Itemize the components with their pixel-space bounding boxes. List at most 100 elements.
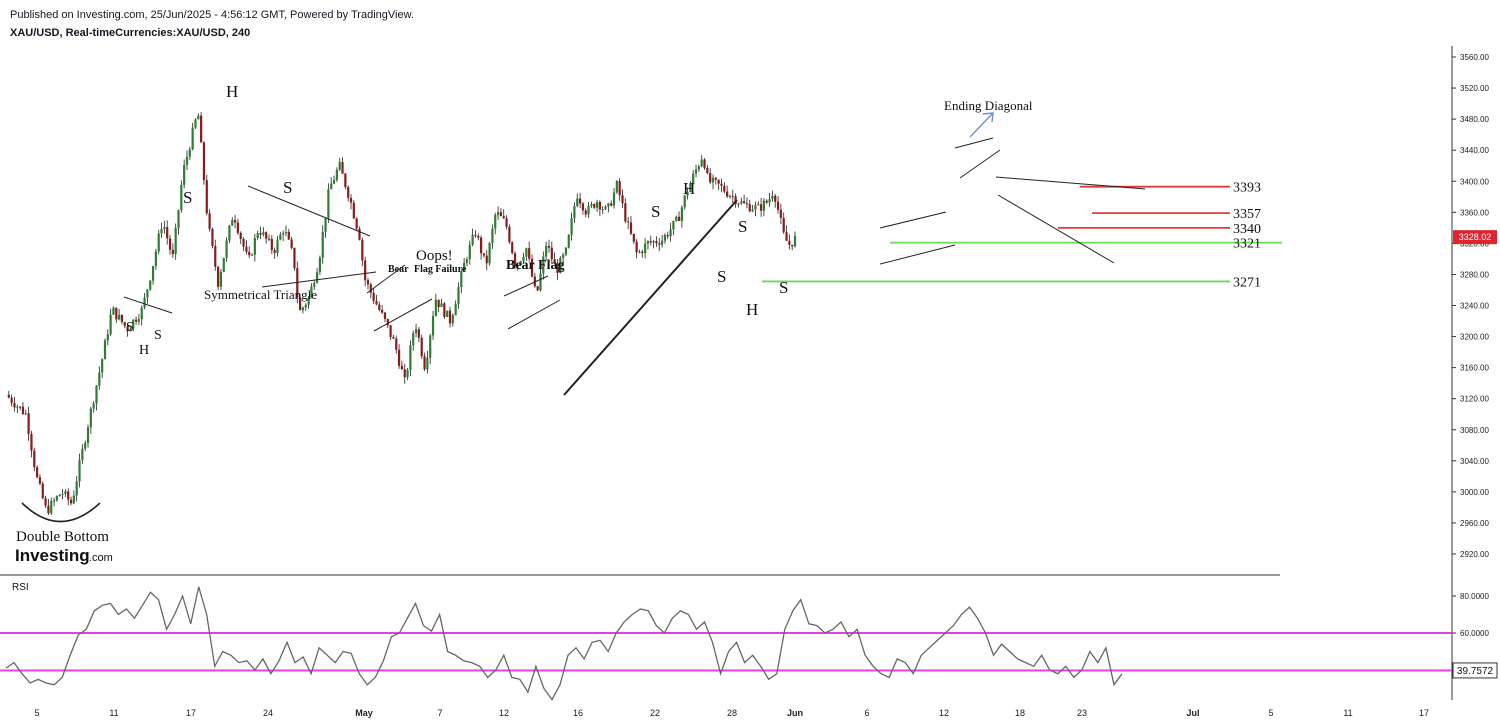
candle-body	[188, 149, 191, 157]
candle-body	[378, 304, 381, 310]
candle-body	[768, 199, 771, 203]
candle-body	[573, 206, 576, 219]
candle-body	[375, 300, 378, 305]
candle-body	[10, 397, 13, 404]
candle-body	[67, 491, 70, 500]
bear-flag-label: Bear Flag	[506, 258, 564, 273]
candle-body	[248, 251, 251, 256]
price-tick-label: 3160.00	[1460, 364, 1489, 373]
candle-body	[553, 259, 556, 264]
candle-body	[496, 212, 500, 215]
price-tick-label: 3280.00	[1460, 270, 1489, 279]
candle-body	[197, 115, 200, 120]
candle-body	[414, 329, 418, 334]
time-tick-label: 11	[1343, 708, 1352, 718]
hs4-left-s: S	[717, 267, 726, 286]
ending-diagonal-top	[995, 176, 1146, 190]
candle-body	[590, 204, 593, 206]
candle-body	[632, 233, 635, 242]
candle-body	[315, 272, 319, 283]
candle-body	[440, 303, 443, 307]
candle-body	[123, 322, 126, 326]
candle-body	[217, 266, 220, 287]
time-tick-label: 5	[34, 708, 39, 718]
candle-body	[392, 336, 395, 339]
candle-body	[120, 314, 124, 323]
price-tick-label: 3240.00	[1460, 302, 1489, 311]
rsi-title: RSI	[12, 582, 29, 593]
hs2-left-s: S	[183, 188, 192, 207]
candle-body	[482, 253, 486, 256]
candle-body	[250, 254, 254, 256]
candle-body	[44, 498, 47, 506]
price-tick-label: 3520.00	[1460, 84, 1489, 93]
price-tick-label: 3000.00	[1460, 488, 1489, 497]
candle-body	[570, 218, 573, 236]
candle-body	[607, 203, 610, 207]
candle-body	[457, 287, 460, 304]
candle-body	[106, 334, 109, 341]
candle-body	[61, 493, 64, 495]
candle-body	[683, 195, 686, 208]
price-tick-label: 3360.00	[1460, 208, 1489, 217]
candle-body	[771, 195, 774, 200]
candle-body	[743, 201, 746, 204]
candle-body	[754, 205, 757, 210]
candle-body	[149, 280, 152, 290]
candle-body	[185, 156, 189, 165]
candle-body	[30, 434, 33, 451]
last-price-tag: 3328.02	[1453, 230, 1497, 245]
candle-body	[757, 204, 760, 206]
published-line: Published on Investing.com, 25/Jun/2025 …	[10, 9, 414, 21]
candle-body	[562, 254, 565, 258]
candle-body	[273, 250, 276, 253]
candle-body	[454, 303, 457, 316]
candle-body	[485, 255, 488, 264]
candle-body	[157, 233, 160, 252]
candle-body	[64, 491, 67, 494]
hs2-right-s: S	[283, 178, 292, 197]
annotations: Double Bottom S H S S H S Symmetrical Tr…	[16, 82, 1033, 545]
candle-body	[293, 247, 296, 269]
candle-body	[313, 282, 316, 287]
candle-body	[711, 177, 715, 183]
svg-text:3328.02: 3328.02	[1459, 232, 1492, 242]
candle-body	[381, 309, 384, 313]
price-tick-label: 3440.00	[1460, 146, 1489, 155]
candle-body	[675, 216, 678, 221]
candle-body	[318, 257, 322, 273]
candle-body	[253, 237, 256, 255]
candle-body	[310, 286, 313, 298]
candle-body	[567, 235, 570, 248]
price-tick-label: 3400.00	[1460, 177, 1489, 186]
candle-body	[296, 268, 299, 298]
candle-body	[522, 256, 525, 262]
candle-body	[200, 115, 203, 143]
candle-body	[194, 119, 197, 128]
candle-body	[745, 203, 749, 205]
oops-label: Oops!	[416, 248, 453, 264]
level-label-3271: 3271	[1233, 275, 1261, 290]
candle-body	[409, 345, 412, 370]
candle-body	[598, 202, 601, 210]
candle-body	[92, 403, 95, 409]
candle-body	[658, 243, 661, 245]
candle-body	[460, 271, 463, 288]
candle-body	[525, 248, 528, 257]
candle-body	[417, 329, 420, 338]
time-tick-label: 12	[939, 708, 949, 718]
candle-body	[335, 169, 338, 180]
candle-body	[680, 207, 683, 221]
candle-body	[788, 240, 791, 245]
candle-body	[660, 240, 664, 245]
candle-body	[700, 159, 703, 167]
price-tick-label: 3480.00	[1460, 115, 1489, 124]
bear-flag-failure-top	[366, 264, 406, 294]
candle-body	[134, 319, 138, 322]
bear-flag-bottom	[507, 299, 561, 330]
candle-body	[214, 245, 217, 267]
candle-body	[372, 292, 375, 301]
candle-body	[709, 172, 712, 183]
